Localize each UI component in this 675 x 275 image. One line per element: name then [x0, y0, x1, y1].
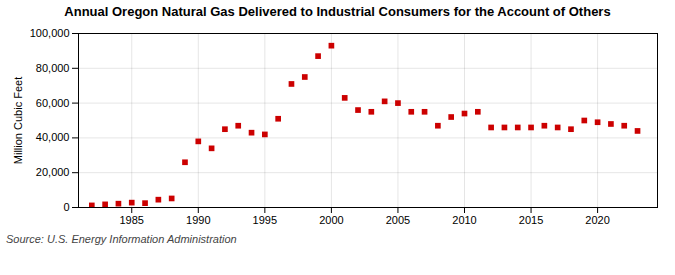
svg-text:0: 0	[63, 201, 69, 213]
svg-text:40,000: 40,000	[36, 131, 70, 143]
svg-text:20,000: 20,000	[36, 166, 70, 178]
svg-text:1995: 1995	[253, 214, 277, 226]
svg-text:100,000: 100,000	[30, 27, 70, 39]
svg-text:Million Cubic Feet: Million Cubic Feet	[12, 77, 24, 164]
html-text:Source: U.S. Energy Informatio: Source: U.S. Energy Information Administ…	[6, 233, 237, 245]
svg-text:2010: 2010	[452, 214, 476, 226]
svg-text:2005: 2005	[386, 214, 410, 226]
svg-text:2020: 2020	[585, 214, 609, 226]
svg-text:80,000: 80,000	[36, 62, 70, 74]
svg-text:2000: 2000	[319, 214, 343, 226]
html-text:Annual Oregon Natural Gas Deli: Annual Oregon Natural Gas Delivered to I…	[64, 4, 611, 19]
svg-text:1990: 1990	[186, 214, 210, 226]
svg-text:2015: 2015	[519, 214, 543, 226]
svg-text:1985: 1985	[119, 214, 143, 226]
svg-text:60,000: 60,000	[36, 97, 70, 109]
